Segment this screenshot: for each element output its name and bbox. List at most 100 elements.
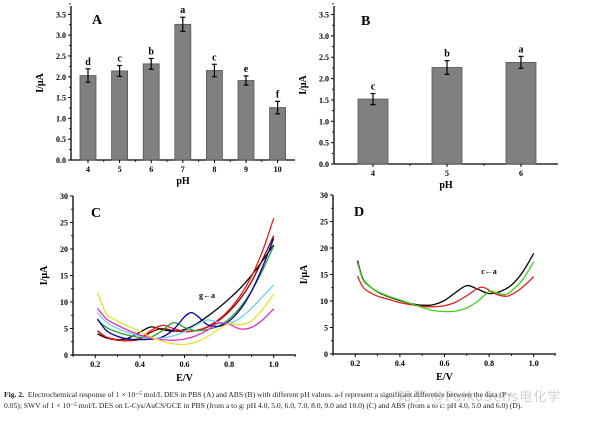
- y-axis-title: I/μA: [298, 74, 309, 94]
- significance-letter: c: [371, 82, 376, 93]
- series-line-yellow: [96, 292, 275, 346]
- significance-letter: b: [444, 49, 450, 60]
- x-tick-label: 6: [519, 169, 523, 178]
- y-tick-label: 1.5: [56, 94, 66, 103]
- bar: [174, 23, 192, 161]
- series-line-e: [96, 238, 275, 341]
- y-tick-label: 30: [60, 192, 68, 201]
- x-axis-title: E/V: [176, 373, 193, 384]
- series-line-b: [356, 275, 535, 308]
- bar: [505, 61, 537, 165]
- y-tick-label: 20: [60, 245, 68, 254]
- x-tick-label: 0.6: [440, 359, 450, 368]
- y-axis-title: I/μA: [299, 264, 310, 284]
- panel-b-bar-chart: B 0.0 0.5 1.0 1.5 2.0 2.5 3.0 3.5 c 4 b 5 a 6 pH I/μA: [298, 3, 558, 191]
- x-tick-label: 0.8: [484, 359, 494, 368]
- x-tick-label: 4: [86, 165, 90, 174]
- panel-b-label: B: [361, 14, 370, 29]
- y-tick-label: 2.5: [56, 52, 66, 61]
- x-axis-title: pH: [176, 176, 190, 187]
- significance-letter: a: [180, 5, 185, 16]
- y-tick-label: 3.0: [56, 31, 66, 40]
- x-axis-title: pH: [439, 180, 453, 191]
- bar: [111, 70, 128, 161]
- y-axis-title: I/μA: [35, 72, 46, 92]
- panel-d-label: D: [354, 205, 364, 220]
- bar: [79, 75, 97, 161]
- y-tick-label: 20: [320, 244, 328, 253]
- x-tick-label: 7: [181, 165, 185, 174]
- x-tick-label: 4: [371, 169, 375, 178]
- x-tick-label: 0.2: [350, 359, 360, 368]
- y-tick-label: 10: [320, 297, 328, 306]
- x-tick-label: 0.8: [224, 360, 234, 369]
- series-line-c: [97, 218, 275, 341]
- x-tick-label: 10: [274, 165, 282, 174]
- significance-letter: c: [117, 54, 122, 65]
- y-tick-label: 2.0: [319, 75, 329, 84]
- watermark: 知乎 @PalkoSens电化学: [398, 390, 562, 405]
- y-axis-title: I/μA: [39, 265, 50, 285]
- caption-line-2: 0.05); SWV of 1 × 10⁻⁵ mol/L DES on L-Cy…: [4, 401, 523, 410]
- y-tick-label: 1.0: [56, 114, 66, 123]
- y-tick-label: 1.0: [319, 117, 329, 126]
- x-tick-label: 5: [445, 169, 449, 178]
- x-tick-label: 5: [118, 165, 122, 174]
- series-line-f: [97, 284, 275, 339]
- y-tick-label: 0: [64, 351, 68, 360]
- significance-letter: f: [276, 89, 280, 100]
- x-tick-label: 0.4: [395, 359, 405, 368]
- bar: [205, 70, 223, 161]
- y-tick-label: 25: [320, 218, 328, 227]
- bar: [357, 98, 389, 165]
- y-tick-label: 5: [64, 325, 68, 334]
- panel-d-line-chart: D 0 5 10 15 20 25 30 0.2 0.4 0.6 0.8 1.0 c←a E/V I/μA: [299, 191, 556, 383]
- series-line-b: [97, 235, 275, 342]
- y-tick-label: 3.5: [56, 10, 66, 19]
- panel-c-line-chart: C 0 5 10 15 20 25 30 0.2 0.4 0.6 0.8 1.0 g←a E/V I/μA: [39, 192, 296, 384]
- y-tick-label: 0.5: [56, 135, 66, 144]
- y-tick-label: 0: [324, 350, 328, 359]
- series-order-annotation: c←a: [481, 267, 497, 276]
- x-tick-label: 6: [149, 165, 153, 174]
- significance-letter: a: [519, 44, 524, 55]
- series-line-a: [97, 244, 275, 341]
- x-tick-label: 0.2: [90, 360, 100, 369]
- bar: [431, 67, 463, 165]
- significance-letter: c: [212, 52, 217, 63]
- x-tick-label: 1.0: [269, 360, 279, 369]
- panel-c-label: C: [91, 206, 101, 221]
- bar: [142, 63, 160, 161]
- y-tick-label: 2.5: [319, 53, 329, 62]
- series-line-d: [97, 245, 275, 339]
- x-tick-label: 1.0: [529, 359, 539, 368]
- bar: [237, 80, 255, 161]
- x-tick-label: 0.4: [135, 360, 145, 369]
- caption-label: Fig. 2.: [4, 390, 25, 399]
- y-tick-label: 5: [324, 324, 328, 333]
- x-axis-title: E/V: [436, 372, 453, 383]
- y-tick-label: 0.5: [319, 139, 329, 148]
- y-tick-label: 0.0: [319, 160, 329, 169]
- panel-a-label: A: [92, 13, 103, 28]
- significance-letter: e: [244, 64, 249, 75]
- x-tick-label: 0.6: [180, 360, 190, 369]
- significance-letter: b: [148, 46, 154, 57]
- y-tick-label: 25: [60, 219, 68, 228]
- y-tick-label: 30: [320, 191, 328, 200]
- series-line-c: [356, 261, 535, 313]
- y-tick-label: 3.5: [319, 11, 329, 20]
- x-tick-label: 8: [212, 165, 216, 174]
- panel-a-bar-chart: A 0.0 0.5 1.0 1.5 2.0 2.5 3.0 3.5 d 4 c 5 b 6 a 7 c 8 e 9 f 1…: [35, 3, 295, 187]
- y-tick-label: 1.5: [319, 96, 329, 105]
- series-order-annotation: g←a: [199, 291, 215, 300]
- significance-letter: d: [85, 57, 91, 68]
- bar: [269, 107, 287, 161]
- series-line-g: [97, 307, 275, 341]
- y-tick-label: 2.0: [56, 73, 66, 82]
- y-tick-label: 0.0: [56, 156, 66, 165]
- y-tick-label: 3.0: [319, 32, 329, 41]
- y-tick-label: 10: [60, 298, 68, 307]
- caption-line-1: Electrochemical response of 1 × 10⁻⁵ mol…: [27, 390, 513, 399]
- x-tick-label: 9: [244, 165, 248, 174]
